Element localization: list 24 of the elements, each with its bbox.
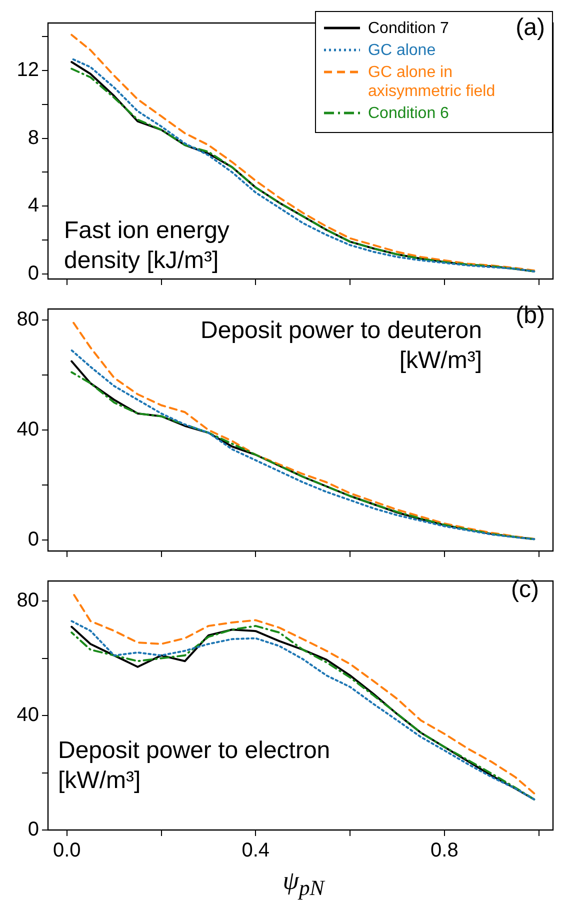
y-tick-label: 40 [16,418,39,441]
y-tick-label: 80 [16,308,39,331]
legend-label: Condition 6 [368,104,450,123]
annotation: (c) [511,576,539,604]
x-axis-title: ψ$_{pN}$ [282,866,326,902]
y-tick-label: 0 [28,528,39,551]
x-tick-label: 0.4 [242,840,270,862]
x-tick-label: 0.8 [430,840,458,862]
y-tick-label: 80 [16,590,39,612]
y-tick-label: 8 [28,126,39,149]
annotation: (a) [516,14,545,42]
y-tick-label: 0 [28,262,39,284]
annotation: Deposit power to deuteron [kW/m³] [199,316,482,376]
y-tick-label: 0 [28,818,39,841]
y-tick-label: 40 [16,704,39,726]
legend-label: GC alone [368,41,437,60]
x-tick-label: 0.0 [52,840,81,862]
annotation: (b) [516,302,545,330]
annotation: Fast ion energy density [kJ/m³] [64,216,230,276]
y-tick-label: 4 [28,194,39,217]
legend-label: GC alone in axisymmetric field [368,63,496,101]
annotation: Deposit power to electron [kW/m³] [58,736,332,796]
y-tick-label: 12 [16,58,39,81]
legend-label: Condition 7 [368,19,450,38]
